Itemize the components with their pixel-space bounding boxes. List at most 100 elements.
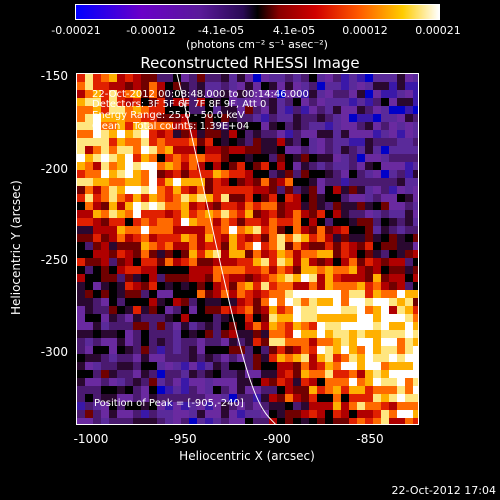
image-pixel xyxy=(341,210,349,218)
image-pixel xyxy=(93,274,101,282)
image-pixel xyxy=(381,162,389,170)
image-pixel xyxy=(245,370,253,378)
image-pixel xyxy=(245,314,253,322)
image-pixel xyxy=(269,146,277,154)
image-pixel xyxy=(213,138,221,146)
image-pixel xyxy=(357,306,365,314)
image-pixel xyxy=(413,378,418,386)
image-pixel xyxy=(109,114,117,122)
image-pixel xyxy=(189,314,197,322)
image-pixel xyxy=(389,258,397,266)
image-pixel xyxy=(221,258,229,266)
image-pixel xyxy=(117,418,125,424)
image-pixel xyxy=(213,154,221,162)
image-pixel xyxy=(141,298,149,306)
image-pixel xyxy=(381,82,389,90)
image-pixel xyxy=(389,194,397,202)
image-pixel xyxy=(181,194,189,202)
image-pixel xyxy=(301,346,309,354)
image-pixel xyxy=(101,114,109,122)
image-pixel xyxy=(181,186,189,194)
image-pixel xyxy=(253,290,261,298)
image-pixel xyxy=(325,234,333,242)
solar-limb-line xyxy=(176,74,276,424)
image-pixel xyxy=(229,242,237,250)
image-pixel xyxy=(133,410,141,418)
image-pixel xyxy=(237,242,245,250)
image-pixel xyxy=(349,338,357,346)
image-pixel xyxy=(285,114,293,122)
image-pixel xyxy=(165,202,173,210)
image-pixel xyxy=(189,122,197,130)
image-pixel xyxy=(173,410,181,418)
image-pixel xyxy=(365,218,373,226)
image-pixel xyxy=(357,74,365,82)
image-pixel xyxy=(213,186,221,194)
image-pixel xyxy=(229,418,237,424)
image-pixel xyxy=(253,346,261,354)
image-pixel xyxy=(141,354,149,362)
image-pixel xyxy=(245,274,253,282)
image-pixel xyxy=(285,74,293,82)
image-pixel xyxy=(109,386,117,394)
image-pixel xyxy=(181,130,189,138)
image-pixel xyxy=(269,138,277,146)
image-pixel xyxy=(293,242,301,250)
image-pixel xyxy=(309,418,317,424)
image-pixel xyxy=(165,266,173,274)
image-pixel xyxy=(397,250,405,258)
image-pixel xyxy=(373,194,381,202)
image-pixel xyxy=(405,186,413,194)
image-pixel xyxy=(397,322,405,330)
image-pixel xyxy=(301,162,309,170)
image-pixel xyxy=(85,138,93,146)
image-pixel xyxy=(165,346,173,354)
image-pixel xyxy=(181,234,189,242)
image-pixel xyxy=(237,314,245,322)
image-pixel xyxy=(389,370,397,378)
image-pixel xyxy=(237,90,245,98)
image-pixel xyxy=(269,74,277,82)
image-pixel xyxy=(301,194,309,202)
image-pixel xyxy=(125,146,133,154)
image-pixel xyxy=(349,290,357,298)
image-pixel xyxy=(165,338,173,346)
image-pixel xyxy=(349,226,357,234)
image-pixel xyxy=(85,178,93,186)
image-pixel xyxy=(373,322,381,330)
image-pixel xyxy=(253,122,261,130)
image-pixel xyxy=(389,322,397,330)
image-pixel xyxy=(101,418,109,424)
image-pixel xyxy=(349,298,357,306)
image-pixel xyxy=(117,274,125,282)
image-pixel xyxy=(197,154,205,162)
image-pixel xyxy=(365,146,373,154)
image-pixel xyxy=(269,90,277,98)
image-pixel xyxy=(253,314,261,322)
image-pixel xyxy=(77,418,85,424)
image-pixel xyxy=(381,266,389,274)
image-pixel xyxy=(253,146,261,154)
image-pixel xyxy=(317,370,325,378)
image-pixel xyxy=(309,290,317,298)
image-pixel xyxy=(125,98,133,106)
image-pixel xyxy=(173,370,181,378)
image-pixel xyxy=(397,306,405,314)
image-pixel xyxy=(365,82,373,90)
image-pixel xyxy=(101,138,109,146)
image-pixel xyxy=(213,146,221,154)
image-pixel xyxy=(197,266,205,274)
image-pixel xyxy=(173,330,181,338)
image-pixel xyxy=(341,394,349,402)
image-pixel xyxy=(285,106,293,114)
image-pixel xyxy=(277,410,285,418)
image-pixel xyxy=(381,250,389,258)
image-pixel xyxy=(237,178,245,186)
image-pixel xyxy=(309,322,317,330)
image-pixel xyxy=(341,154,349,162)
image-pixel xyxy=(245,130,253,138)
image-pixel xyxy=(333,354,341,362)
image-pixel xyxy=(285,338,293,346)
image-pixel xyxy=(181,226,189,234)
image-pixel xyxy=(397,130,405,138)
